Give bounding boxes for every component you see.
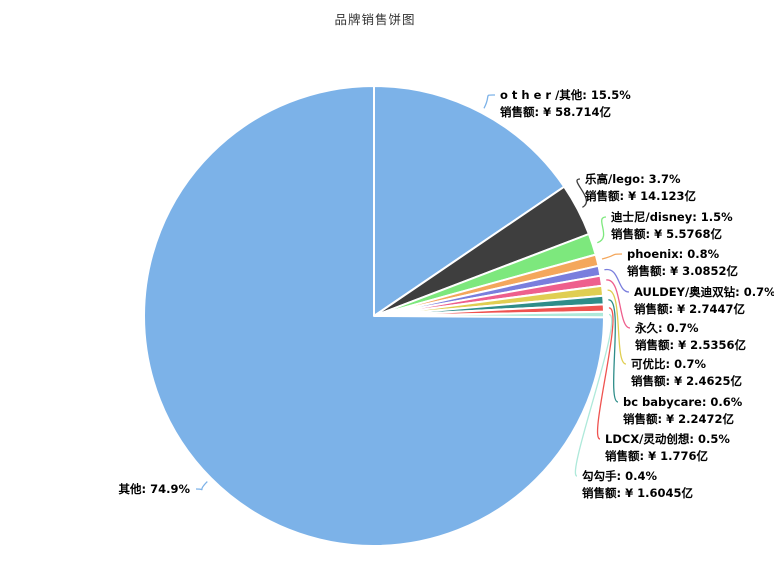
- leader-line-9: [574, 313, 613, 477]
- leader-line-0: [483, 94, 496, 109]
- leader-line-4: [604, 269, 630, 293]
- chart-title: 品牌销售饼图: [334, 12, 416, 27]
- leader-line-1: [576, 178, 587, 208]
- leader-line-7: [608, 299, 619, 403]
- leader-line-6: [607, 289, 627, 365]
- pie-slice-10: [143, 85, 605, 547]
- leader-line-3: [601, 253, 623, 260]
- leader-line-10: [195, 481, 208, 491]
- leader-line-5: [606, 279, 631, 329]
- pie-slice-0: [373, 85, 566, 317]
- leader-line-2: [597, 216, 607, 244]
- leader-line-8: [596, 307, 614, 440]
